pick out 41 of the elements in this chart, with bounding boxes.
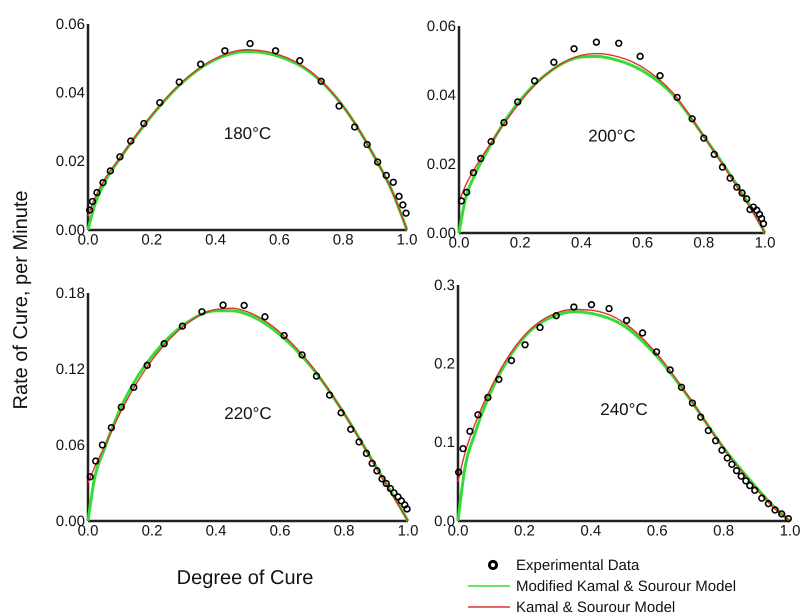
y-tick-label: 0.02 [56, 153, 85, 170]
y-tick-label: 0.3 [434, 276, 455, 294]
x-tick-label: 0.6 [632, 234, 654, 252]
annotation: 220°C [224, 404, 272, 423]
x-tick-label: 0.2 [141, 232, 162, 249]
y-tick-label: 0.02 [426, 156, 456, 173]
x-tick-label: 0.6 [268, 232, 290, 249]
y-tick-label: 0.18 [56, 284, 85, 302]
x-tick-label: 1.0 [398, 522, 418, 540]
y-tick-label: 0.04 [56, 84, 85, 102]
y-tick-label: 0.04 [426, 86, 456, 104]
y-tick-label: 0.06 [56, 436, 85, 454]
x-tick-label: 0.4 [205, 232, 226, 249]
y-axis-title: Rate of Cure, per Minute [10, 190, 32, 410]
y-tick-label: 0.06 [56, 16, 85, 33]
x-tick-label: 0.8 [332, 232, 354, 249]
x-tick-label: 1.0 [780, 522, 800, 540]
y-tick-label: 0.06 [426, 18, 456, 35]
x-tick-label: 0.8 [334, 522, 354, 540]
x-tick-label: 0.8 [713, 522, 734, 540]
annotation: 200°C [588, 126, 636, 146]
x-tick-label: 0.6 [646, 522, 668, 540]
x-tick-label: 0.2 [510, 234, 531, 252]
x-tick-label: 0.8 [693, 234, 714, 252]
x-tick-label: 0.4 [206, 522, 226, 540]
x-tick-label: 1.0 [754, 234, 776, 252]
x-tick-label: 0.6 [270, 522, 290, 540]
y-tick-label: 0.2 [434, 355, 455, 372]
annotation: 240°C [600, 400, 648, 419]
x-axis-title: Degree of Cure [176, 567, 314, 589]
x-tick-label: 0.4 [580, 522, 602, 540]
x-tick-label: 0.2 [142, 522, 162, 540]
x-tick-label: 1.0 [396, 232, 418, 249]
legend-label: Modified Kamal & Sourour Model [516, 578, 736, 595]
legend-label: Experimental Data [516, 557, 640, 574]
x-tick-label: 0.4 [570, 234, 592, 252]
y-tick-label: 0.1 [434, 434, 455, 452]
y-tick-label: 0.12 [56, 360, 85, 378]
annotation: 180°C [224, 124, 272, 143]
legend-label: Kamal & Sourour Model [516, 599, 676, 616]
x-tick-label: 0.2 [514, 522, 535, 540]
